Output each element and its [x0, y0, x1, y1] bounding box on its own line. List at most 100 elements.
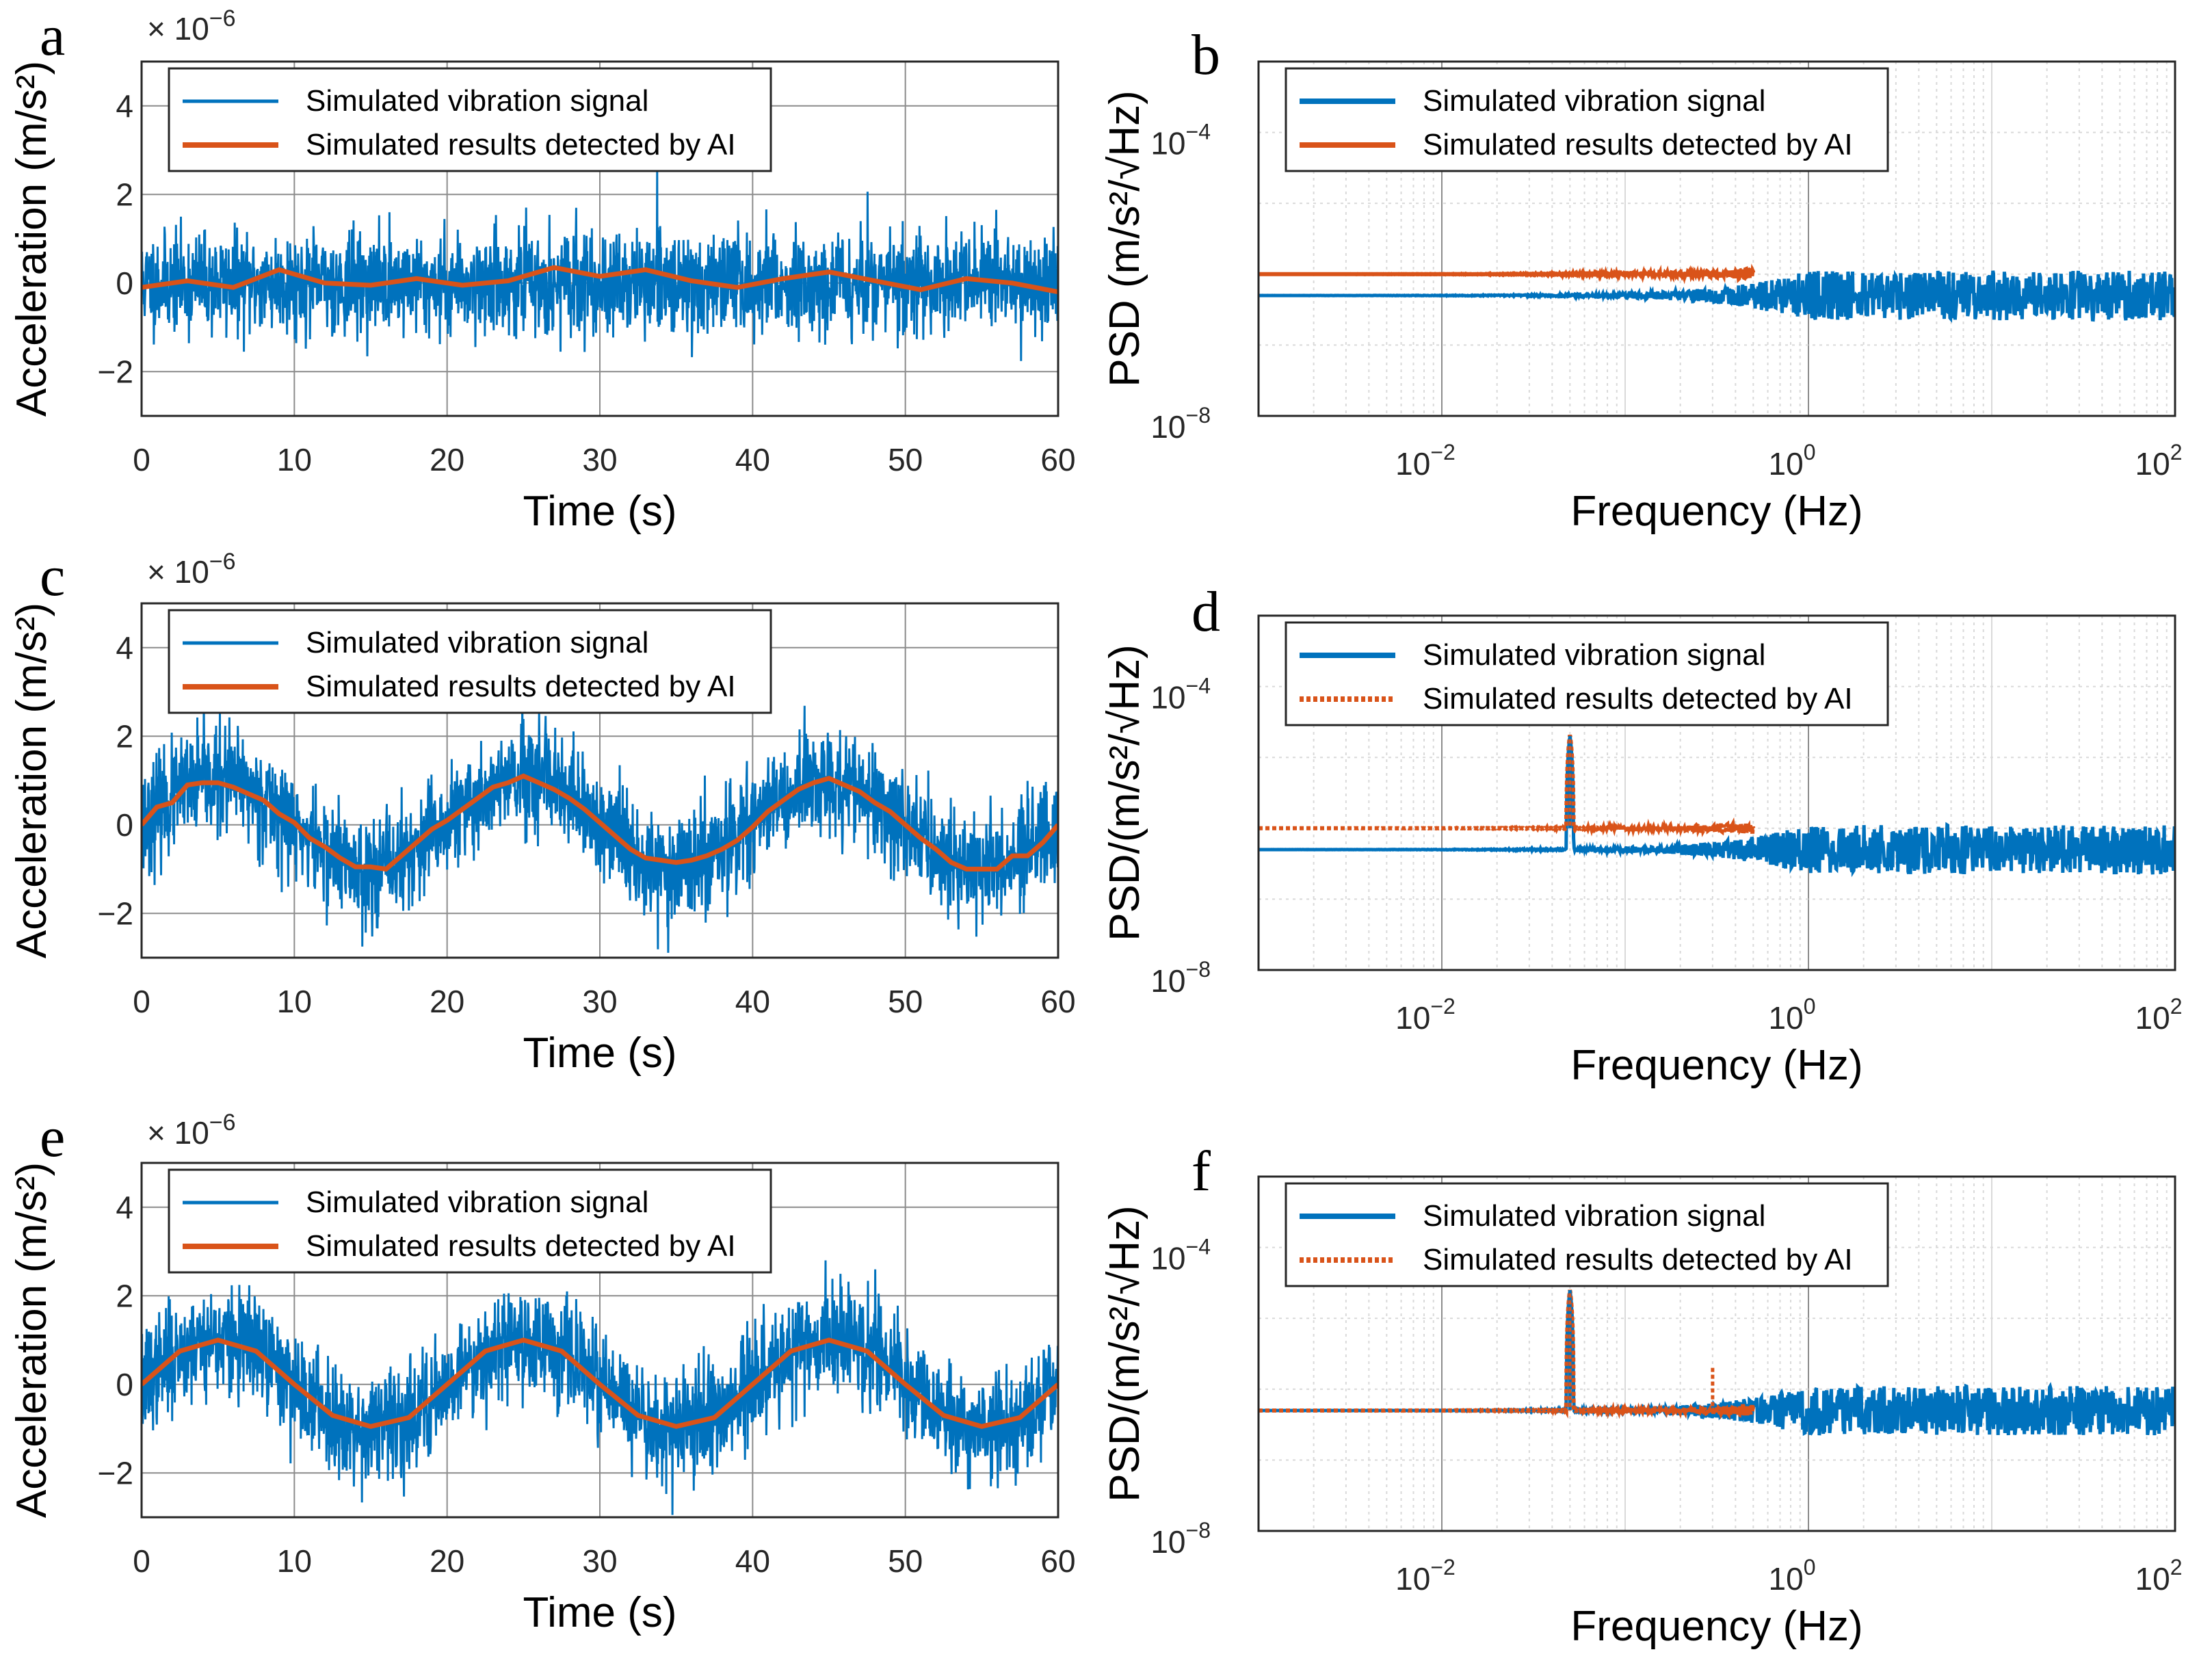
tick-base: 10 — [1395, 446, 1430, 482]
y-axis-label: Acceleration (m/s²) — [8, 61, 55, 417]
plot-area — [142, 1260, 1058, 1515]
x-tick-label: 102 — [2135, 994, 2183, 1036]
x-tick-label: 40 — [735, 984, 770, 1019]
legend-label-detected: Simulated results detected by AI — [306, 1229, 736, 1263]
x-tick-label: 20 — [430, 984, 464, 1019]
panel-e: e 0 10 20 30 40 50 60 −2 0 2 4 × 10−6 Time (s) Acceler… — [8, 1105, 1076, 1636]
legend-box — [168, 1168, 772, 1274]
axis-multiplier: × 10−6 — [147, 1110, 236, 1151]
series-signal-line — [142, 1260, 1058, 1515]
tick-exponent: 0 — [1804, 1555, 1816, 1579]
legend-box — [168, 67, 772, 172]
y-axis-label: PSD/(m/s²/√Hz) — [1101, 644, 1148, 941]
tick-base: 10 — [2135, 1561, 2170, 1597]
legend-box — [1285, 621, 1889, 726]
y-tick-label: 0 — [116, 265, 133, 301]
legend-label-signal: Simulated vibration signal — [1423, 84, 1765, 118]
legend: Simulated vibration signal Simulated resu… — [1285, 621, 1889, 726]
y-tick-label: 4 — [116, 88, 133, 124]
multiplier-base: × 10 — [147, 1115, 209, 1151]
x-tick-label: 10−2 — [1395, 994, 1456, 1036]
y-tick-label: 0 — [116, 807, 133, 843]
tick-exponent: 0 — [1804, 994, 1816, 1019]
x-tick-label: 0 — [133, 1543, 150, 1579]
tick-exponent: 2 — [2170, 994, 2183, 1019]
x-axis-label: Frequency (Hz) — [1570, 1603, 1862, 1650]
tick-exponent: −8 — [1186, 957, 1211, 982]
legend-label-detected: Simulated results detected by AI — [306, 670, 736, 703]
x-tick-label: 40 — [735, 442, 770, 477]
y-axis-label: Acceleration (m/s²) — [8, 603, 55, 958]
series-detected-line — [1259, 263, 1756, 285]
x-tick-label: 60 — [1040, 442, 1075, 477]
x-tick-label: 60 — [1040, 984, 1075, 1019]
axes-box — [140, 1162, 1059, 1519]
y-tick-label: 10−8 — [1150, 957, 1211, 999]
x-tick-label: 40 — [735, 1543, 770, 1579]
panel-letter: b — [1191, 23, 1220, 87]
tick-labels: 0 10 20 30 40 50 60 −2 0 2 4 — [98, 1190, 1076, 1579]
y-tick-label: 10−4 — [1150, 120, 1211, 161]
tick-base: 10 — [2135, 446, 2170, 482]
x-axis-label: Time (s) — [523, 1030, 677, 1077]
multiplier-base: × 10 — [147, 554, 209, 590]
tick-base: 10 — [1769, 1561, 1804, 1597]
panel-c: c 0 10 20 30 40 50 60 −2 0 2 4 × 10−6 Time (s) Acceler… — [8, 545, 1076, 1077]
x-axis-label: Time (s) — [523, 488, 677, 535]
y-tick-label: 10−4 — [1150, 1235, 1211, 1276]
tick-base: 10 — [1150, 680, 1185, 716]
x-axis-label: Frequency (Hz) — [1570, 1042, 1862, 1089]
y-tick-label: 10−4 — [1150, 674, 1211, 716]
tick-base: 10 — [1150, 1524, 1185, 1560]
x-tick-label: 10 — [277, 442, 312, 477]
axes-box — [1257, 1175, 2176, 1532]
legend-label-detected: Simulated results detected by AI — [1423, 1243, 1853, 1276]
x-tick-label: 100 — [1769, 994, 1816, 1036]
tick-exponent: 2 — [2170, 1555, 2183, 1579]
legend-box — [1285, 67, 1889, 172]
y-tick-label: 10−8 — [1150, 1518, 1211, 1560]
legend-label-signal: Simulated vibration signal — [1423, 1199, 1765, 1233]
tick-labels: 0 10 20 30 40 50 60 −2 0 2 4 — [98, 88, 1076, 477]
tick-labels: 0 10 20 30 40 50 60 −2 0 2 4 — [98, 630, 1076, 1019]
legend: Simulated vibration signal Simulated resu… — [168, 67, 772, 172]
x-tick-label: 0 — [133, 984, 150, 1019]
series-detected-line — [1259, 734, 1756, 838]
y-tick-label: 10−8 — [1150, 403, 1211, 445]
tick-exponent: −8 — [1186, 403, 1211, 428]
x-tick-label: 30 — [582, 442, 617, 477]
x-tick-label: 60 — [1040, 1543, 1075, 1579]
tick-exponent: −4 — [1186, 1235, 1211, 1259]
x-axis-label: Time (s) — [523, 1589, 677, 1636]
panel-letter: a — [40, 4, 65, 68]
y-tick-label: 2 — [116, 176, 133, 212]
multiplier-exponent: −6 — [209, 549, 236, 575]
x-tick-label: 20 — [430, 442, 464, 477]
plot-area — [1259, 263, 2175, 323]
series-signal-line — [1259, 1290, 2175, 1437]
x-tick-label: 30 — [582, 1543, 617, 1579]
series-signal-line — [1259, 736, 2175, 878]
multiplier-base: × 10 — [147, 11, 209, 47]
x-tick-label: 0 — [133, 442, 150, 477]
tick-base: 10 — [1150, 1241, 1185, 1276]
tick-exponent: −2 — [1430, 1555, 1455, 1579]
panel-a: a 0 10 20 30 40 50 60 −2 0 2 4 × 10−6 Time (s) Acceler… — [8, 4, 1076, 535]
y-axis-label: PSD (m/s²/√Hz) — [1101, 90, 1148, 387]
plot-area — [142, 696, 1058, 953]
x-tick-label: 30 — [582, 984, 617, 1019]
legend-label-signal: Simulated vibration signal — [306, 84, 648, 118]
tick-base: 10 — [1150, 126, 1185, 161]
series-detected-line — [142, 1337, 1058, 1429]
x-tick-label: 10−2 — [1395, 1555, 1456, 1597]
axes-box — [1257, 614, 2176, 971]
legend: Simulated vibration signal Simulated resu… — [1285, 67, 1889, 172]
x-tick-label: 102 — [2135, 1555, 2183, 1597]
axis-multiplier: × 10−6 — [147, 549, 236, 590]
legend-label-detected: Simulated results detected by AI — [306, 128, 736, 161]
x-tick-label: 50 — [888, 1543, 923, 1579]
panel-letter: c — [40, 545, 65, 608]
